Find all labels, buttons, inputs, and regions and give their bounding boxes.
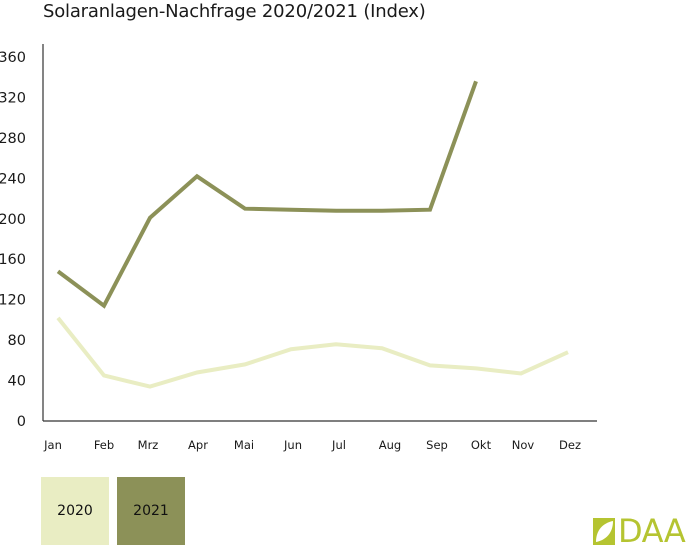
legend-label-2021: 2021 xyxy=(133,503,169,519)
y-tick-label: 240 xyxy=(0,171,26,187)
x-tick-label: Sep xyxy=(426,438,448,452)
y-tick-label: 200 xyxy=(0,212,26,228)
line-chart: 0 40 80 120 160 200 240 280 320 360 Jan Feb Mrz Apr M… xyxy=(0,44,597,452)
chart-title: Solaranlagen-Nachfrage 2020/2021 (Index) xyxy=(43,1,426,22)
plot-series xyxy=(56,80,569,389)
logo-text: DAA xyxy=(618,512,686,550)
y-tick-label: 280 xyxy=(0,131,26,147)
x-tick-label: Apr xyxy=(188,438,208,452)
y-tick-label: 160 xyxy=(0,252,26,268)
x-tick-label: Feb xyxy=(94,438,114,452)
x-tick-label: Jan xyxy=(43,438,62,452)
x-tick-label: Aug xyxy=(379,438,401,452)
x-tick-label: Mai xyxy=(234,438,254,452)
x-tick-label: Mrz xyxy=(138,438,159,452)
y-tick-label: 80 xyxy=(8,333,26,349)
legend-label-2020: 2020 xyxy=(57,503,93,519)
y-tick-label: 320 xyxy=(0,90,26,106)
x-tick-label: Nov xyxy=(512,438,535,452)
y-tick-label: 0 xyxy=(17,414,26,430)
daa-logo: DAA xyxy=(593,512,686,550)
series-line-2021 xyxy=(56,80,478,309)
x-axis: Jan Feb Mrz Apr Mai Jun Jul Aug Sep Okt Nov Dez xyxy=(43,420,597,452)
x-tick-label: Jul xyxy=(331,438,346,452)
y-tick-label: 40 xyxy=(8,374,26,390)
y-axis: 0 40 80 120 160 200 240 280 320 360 xyxy=(0,44,44,430)
y-tick-label: 120 xyxy=(0,293,26,309)
x-tick-label: Okt xyxy=(471,438,492,452)
legend-item-2020: 2020 xyxy=(41,477,109,545)
x-tick-label: Dez xyxy=(559,438,581,452)
legend-item-2021: 2021 xyxy=(117,477,185,545)
leaf-square-icon xyxy=(593,517,615,545)
x-tick-label: Jun xyxy=(283,438,302,452)
series-line-2020 xyxy=(56,316,569,389)
y-tick-label: 360 xyxy=(0,50,26,66)
